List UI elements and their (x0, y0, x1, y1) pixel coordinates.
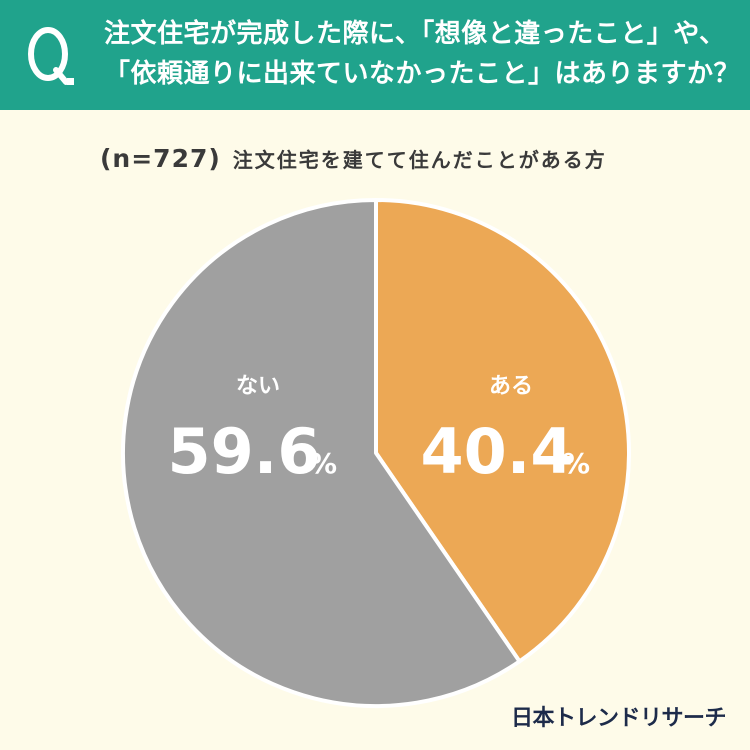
slice-category-label: ない (236, 374, 280, 399)
q-icon: Q (28, 27, 74, 85)
slice-value-label: 40.4 (421, 415, 574, 488)
pie-slices (121, 198, 631, 708)
pie-labels: ある 40.4% ない 59.6% (168, 374, 591, 488)
question-line-2: 「依頼通りに出来ていなかったこと」はありますか？ (104, 59, 741, 89)
question-text: 注文住宅が完成した際に、「想像と違ったこと」や、 「依頼通りに出来ていなかったこ… (104, 14, 744, 94)
header-banner: Q 注文住宅が完成した際に、「想像と違ったこと」や、 「依頼通りに出来ていなかっ… (0, 0, 750, 110)
question-line-1: 注文住宅が完成した際に、「想像と違ったこと」や、 (104, 19, 726, 49)
brand-logo: 日本トレンドリサーチ (510, 706, 727, 731)
sample-size: (n=727) (100, 144, 221, 173)
slice-percent-sign: % (309, 447, 337, 480)
slice-percent-sign: % (562, 447, 590, 480)
pie-slice-nai (121, 198, 522, 708)
audience-label: 注文住宅を建てて住んだことがある方 (232, 148, 607, 172)
chart-subtitle: (n=727) 注文住宅を建てて住んだことがある方 (100, 144, 607, 173)
pie-slice-aru (374, 198, 631, 664)
slice-value-label: 59.6 (168, 415, 321, 488)
slice-category-label: ある (489, 374, 533, 399)
